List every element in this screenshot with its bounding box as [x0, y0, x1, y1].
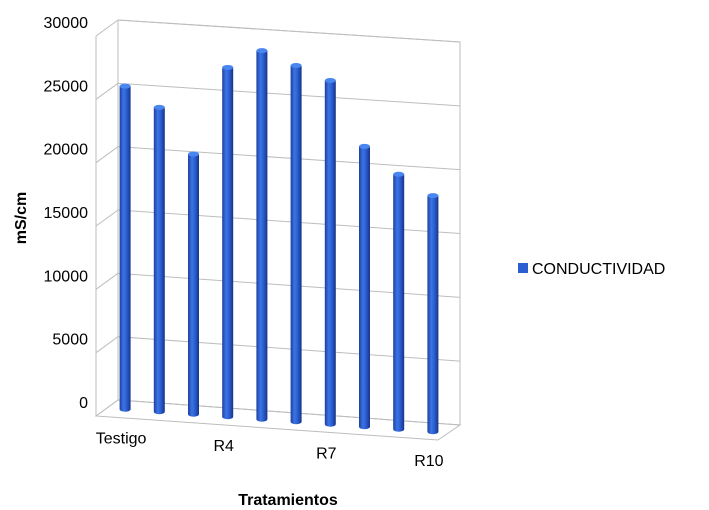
bar-top — [256, 48, 268, 54]
gridline-side — [95, 336, 119, 354]
y-tick-labels: 0 5000 10000 15000 20000 25000 30000 — [44, 15, 89, 412]
bar-body — [153, 107, 165, 415]
y-tick-label: 20000 — [44, 142, 89, 159]
bar-top — [324, 77, 336, 83]
bar-top — [119, 83, 131, 89]
bar-body — [256, 50, 268, 422]
gridline-side — [95, 82, 119, 100]
bar — [290, 63, 302, 425]
bar — [153, 104, 165, 415]
legend-label: CONDUCTIVIDAD — [532, 261, 665, 278]
bar-top — [427, 193, 439, 199]
x-tick-labels: Testigo R4 R7 R10 — [96, 430, 444, 470]
bars — [119, 48, 439, 435]
bar — [256, 48, 268, 422]
x-tick-label: Testigo — [96, 430, 147, 447]
bar-top — [222, 64, 234, 70]
y-axis-title: mS/cm — [13, 192, 30, 244]
bar-body — [393, 174, 405, 432]
bar — [188, 151, 199, 417]
bar-top — [153, 104, 165, 110]
gridline-side — [95, 209, 119, 227]
bar-body — [119, 86, 131, 412]
bar-top — [290, 63, 302, 69]
y-tick-label: 30000 — [44, 15, 89, 32]
bar — [393, 171, 405, 432]
gridline — [117, 146, 461, 171]
gridline — [117, 19, 461, 43]
gridline-side — [95, 146, 119, 164]
y-tick-label: 25000 — [44, 78, 89, 95]
bar-top — [188, 151, 199, 157]
back-wall — [117, 19, 461, 426]
x-tick-label: R4 — [213, 438, 234, 455]
y-tick-label: 5000 — [52, 332, 88, 349]
bar-body — [222, 67, 234, 420]
gridline-side — [95, 272, 119, 290]
y-tick-label: 10000 — [44, 268, 89, 285]
bar-body — [188, 154, 199, 417]
legend-swatch — [518, 263, 528, 273]
bar — [359, 143, 370, 430]
legend: CONDUCTIVIDAD — [518, 261, 665, 278]
x-tick-label: R10 — [414, 453, 443, 470]
bar-body — [359, 146, 370, 430]
bar — [324, 77, 336, 427]
bar-body — [324, 80, 336, 427]
bar — [119, 83, 131, 412]
bar-body — [427, 195, 439, 435]
bar-top — [393, 171, 405, 177]
y-tick-label: 15000 — [44, 205, 89, 222]
gridline — [117, 82, 461, 107]
x-tick-label: R7 — [316, 445, 337, 462]
y-tick-label: 0 — [79, 395, 88, 412]
gridline-side — [95, 399, 119, 417]
bar — [222, 64, 234, 420]
bar-top — [359, 143, 370, 149]
x-axis-title: Tratamientos — [238, 492, 338, 509]
gridline-side — [95, 19, 119, 37]
bar-body — [290, 65, 302, 425]
bar — [427, 193, 439, 435]
